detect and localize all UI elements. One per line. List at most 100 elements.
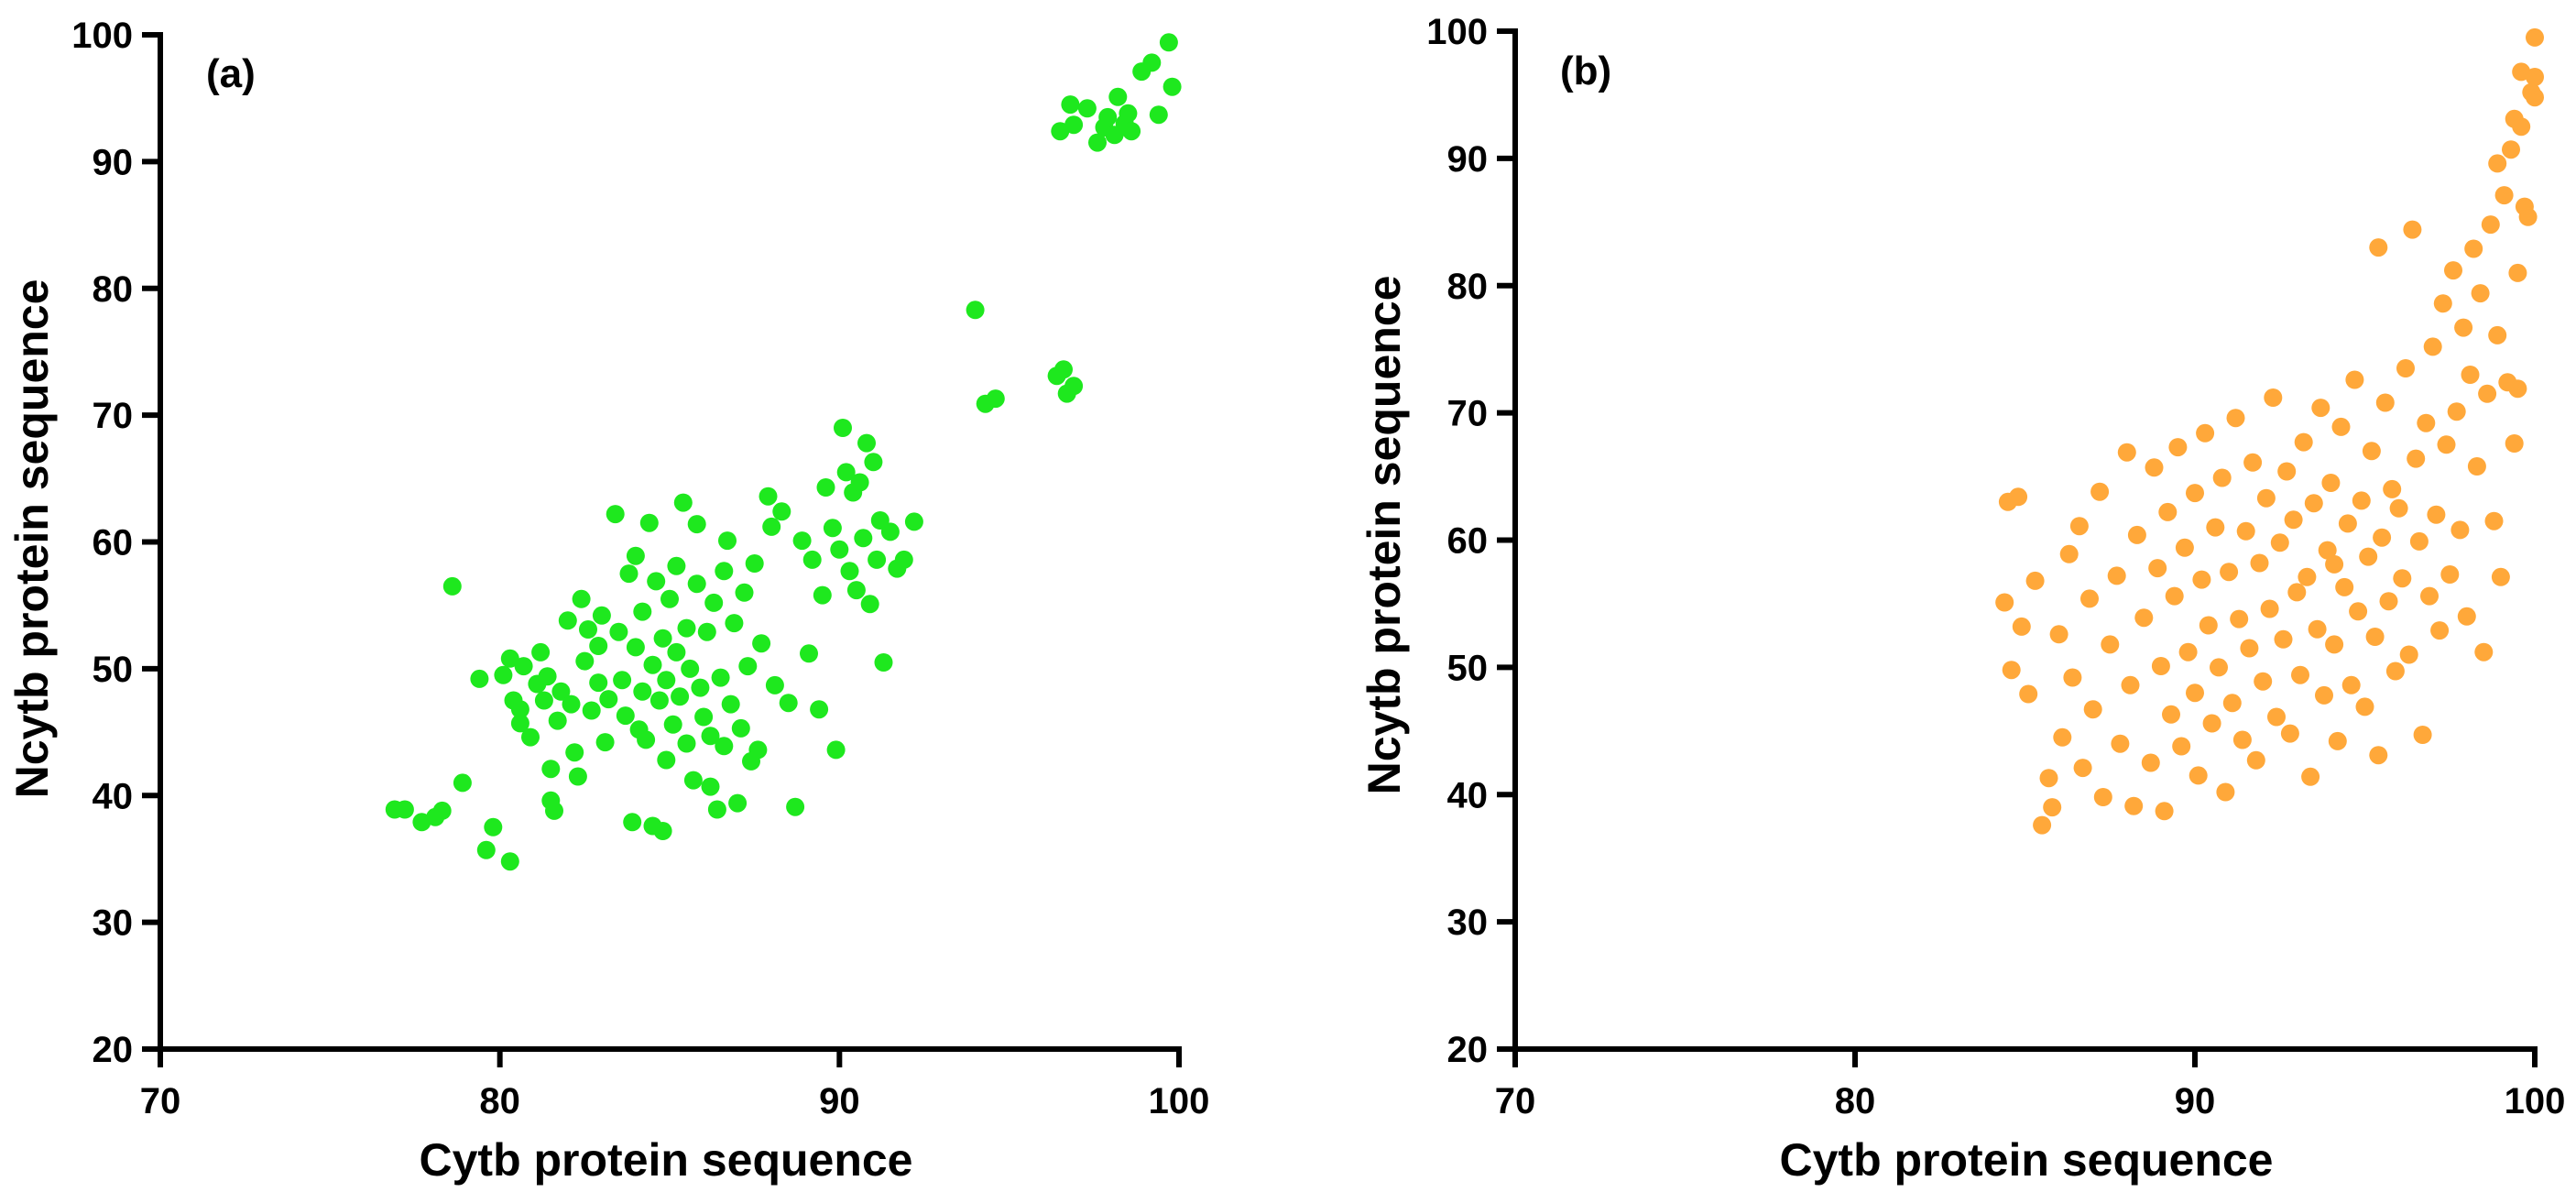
panel-a-point-46	[626, 638, 645, 657]
panel-b-point-67	[2274, 629, 2293, 649]
panel-b-point-29	[2145, 458, 2164, 477]
panel-b-point-42	[2189, 766, 2208, 785]
panel-a-point-99	[786, 797, 805, 816]
panel-b-point-23	[2117, 443, 2136, 462]
panel-b-point-111	[2423, 337, 2442, 356]
panel-b-point-43	[2192, 570, 2211, 589]
panel-b-point-46	[2202, 714, 2221, 733]
panel-b-point-83	[2328, 731, 2347, 750]
panel-b-point-121	[2457, 607, 2476, 626]
panel-a-point-146	[1142, 53, 1162, 72]
panel-b-point-82	[2325, 635, 2344, 654]
panel-a-point-66	[673, 493, 693, 512]
panel-a-point-126	[966, 301, 985, 320]
panel-b-point-143	[2526, 88, 2544, 107]
panel-a-label: (a)	[206, 51, 256, 96]
panel-b-point-52	[2222, 694, 2242, 713]
panel-a-y-tick-label-20: 20	[93, 1030, 134, 1070]
panel-a-point-104	[813, 585, 832, 605]
panel-a-point-85	[725, 614, 744, 633]
panel-a-point-124	[894, 550, 913, 569]
panel-b-point-40	[2186, 683, 2204, 703]
panel-b-y-tick-label-100: 100	[1426, 12, 1488, 52]
panel-a-point-68	[677, 734, 696, 753]
panel-a-point-80	[711, 668, 730, 687]
panel-a-point-62	[663, 715, 682, 734]
panel-a-point-149	[1162, 77, 1182, 96]
panel-a-point-72	[687, 515, 706, 534]
panel-b-point-68	[2277, 462, 2297, 481]
panel-a-point-89	[738, 657, 758, 676]
panel-b-y-tick-label-30: 30	[1447, 902, 1489, 943]
panel-b-point-47	[2206, 518, 2225, 537]
panel-a-point-132	[1064, 377, 1084, 396]
panel-b-point-16	[2080, 589, 2099, 608]
panel-a-point-121	[874, 653, 893, 672]
panel-b-point-21	[2107, 566, 2126, 585]
panel-a-point-22	[541, 760, 561, 779]
panel-a-point-74	[694, 707, 714, 727]
panel-b-point-146	[2488, 154, 2507, 173]
panel-b-point-61	[2254, 672, 2273, 691]
panel-a-point-37	[592, 606, 611, 625]
panel-a-point-44	[619, 564, 639, 584]
panel-b-y-tick-label-50: 50	[1447, 648, 1489, 688]
panel-a-point-38	[595, 733, 615, 752]
panel-b-point-27	[2134, 608, 2154, 628]
panel-b-point-124	[2467, 457, 2486, 476]
panel-a-point-114	[850, 473, 869, 492]
panel-b-point-51	[2220, 563, 2239, 582]
panel-b-point-85	[2335, 577, 2354, 596]
panel-b-point-17	[2083, 700, 2102, 719]
panel-a: 70 80 90 100 20 30 40 50 60 70 80 90 100 (a) Cytb pr…	[6, 16, 1209, 1186]
panel-b-point-53	[2226, 409, 2245, 428]
panel-b-point-86	[2338, 514, 2357, 533]
panel-a-point-81	[715, 562, 734, 581]
panel-b-point-70	[2284, 510, 2303, 530]
panel-b-point-30	[2148, 559, 2167, 578]
panel-a-point-19	[531, 642, 551, 662]
panel-b-x-tick-label-100: 100	[2505, 1081, 2566, 1121]
panel-a-point-109	[834, 419, 852, 437]
panel-b-point-28	[2141, 753, 2160, 772]
panel-b-point-2	[1995, 593, 2014, 612]
panel-a-y-tick-label-50: 50	[93, 650, 134, 690]
panel-a-point-102	[802, 550, 822, 569]
panel-a-point-130	[1054, 360, 1073, 379]
panel-a-point-139	[1098, 107, 1118, 126]
panel-a-y-tick-label-30: 30	[93, 903, 134, 944]
panel-b-point-38	[2175, 538, 2194, 557]
panel-a-point-55	[647, 572, 666, 591]
panel-b-point-118	[2447, 402, 2466, 421]
panel-a-point-119	[868, 550, 887, 569]
panel-b-point-10	[2049, 625, 2068, 644]
panel-a-point-118	[864, 453, 883, 472]
panel-b-point-78	[2311, 399, 2330, 418]
panel-b-point-79	[2315, 685, 2333, 705]
panel-a-point-134	[1061, 95, 1080, 115]
panel-a-point-110	[836, 463, 856, 482]
panel-b-point-25	[2124, 796, 2144, 815]
panel-b-point-93	[2362, 442, 2381, 461]
panel-a-point-98	[779, 694, 798, 713]
panel-a-point-82	[715, 737, 734, 756]
panel-b-point-103	[2396, 359, 2415, 377]
panel-a-point-95	[762, 517, 781, 536]
panel-a-point-65	[671, 687, 690, 706]
panel-a-point-141	[1108, 87, 1128, 106]
panel-a-x-tick-label-90: 90	[819, 1081, 860, 1121]
panel-b-point-36	[2168, 438, 2188, 457]
panel-b-point-141	[2526, 27, 2544, 47]
panel-b-point-126	[2474, 642, 2494, 662]
panel-a-point-52	[639, 513, 659, 532]
panel-a-point-51	[637, 730, 656, 749]
panel-a-points	[385, 33, 1182, 871]
panel-b-point-4	[2012, 617, 2031, 636]
panel-a-point-113	[846, 581, 866, 600]
panel-a-point-78	[704, 593, 724, 612]
panel-a-point-88	[735, 583, 754, 602]
panel-b-point-41	[2186, 484, 2204, 503]
panel-b-point-98	[2379, 592, 2398, 611]
panel-b-point-57	[2240, 639, 2259, 658]
panel-b-point-120	[2454, 318, 2473, 337]
